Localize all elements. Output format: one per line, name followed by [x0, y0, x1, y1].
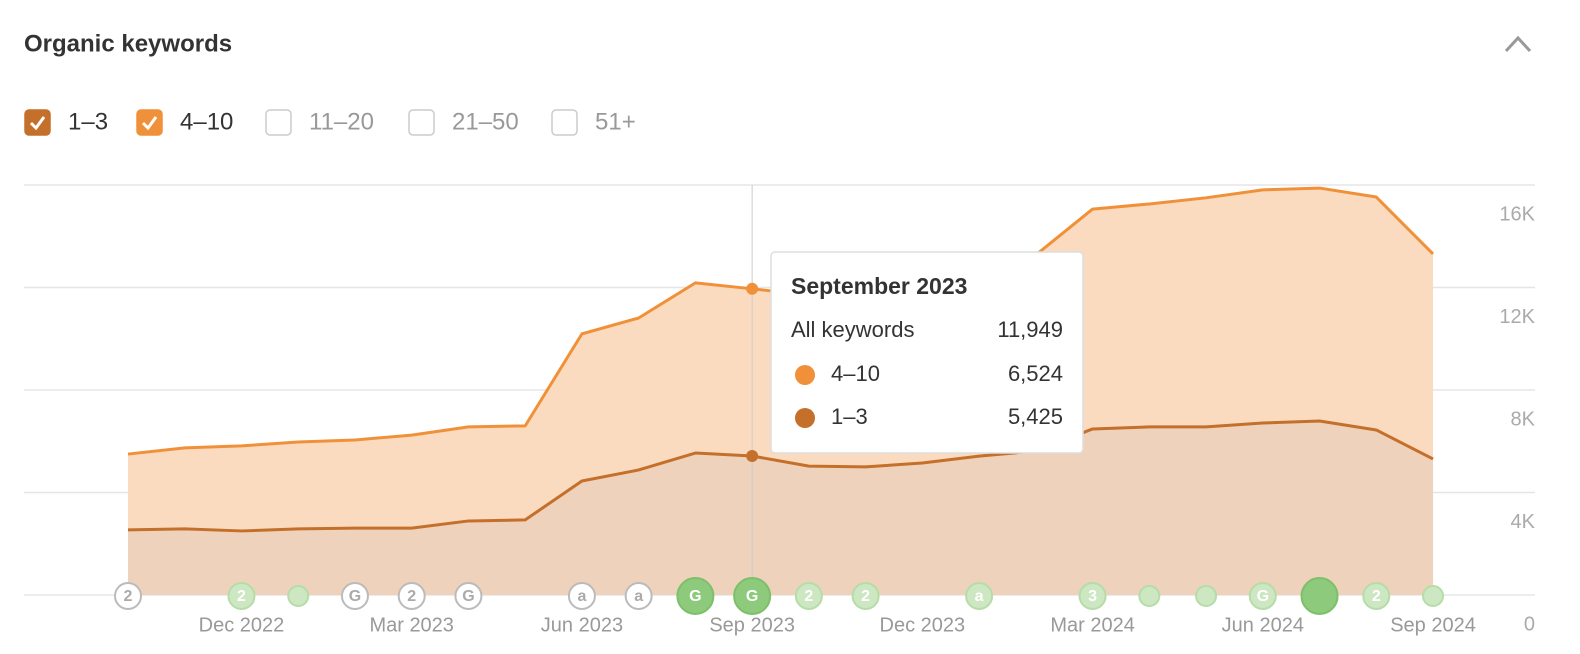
- widget-title: Organic keywords: [24, 30, 232, 57]
- x-tick-label: Dec 2023: [880, 614, 966, 636]
- event-marker[interactable]: [1138, 585, 1161, 607]
- event-label: 2: [861, 588, 870, 605]
- tooltip: September 2023 All keywords 11,949 4–10 6,52…: [770, 251, 1084, 454]
- event-marker[interactable]: [1078, 582, 1107, 610]
- event-marker[interactable]: [227, 582, 256, 610]
- event-label: 2: [237, 588, 246, 605]
- event-label: 2: [804, 588, 813, 605]
- collapse-button[interactable]: [1504, 35, 1532, 53]
- check-mark: [141, 116, 158, 131]
- legend-label: 11–20: [309, 108, 374, 135]
- event-marker[interactable]: [287, 585, 310, 607]
- event-label: a: [577, 588, 586, 605]
- y-tick-label: 16K: [1499, 203, 1535, 225]
- legend-label: 51+: [595, 108, 636, 135]
- tooltip-series-name: 1–3: [831, 404, 868, 429]
- event-marker[interactable]: [1362, 582, 1391, 610]
- event-marker[interactable]: [676, 577, 715, 615]
- event-marker[interactable]: [454, 582, 483, 610]
- event-label: G: [349, 588, 361, 605]
- event-marker[interactable]: [1300, 577, 1339, 615]
- tooltip-total-label: All keywords: [791, 317, 914, 342]
- hover-dot: [746, 449, 759, 462]
- legend-label: 21–50: [452, 108, 519, 135]
- event-marker[interactable]: [567, 582, 596, 610]
- event-marker[interactable]: [1195, 585, 1218, 607]
- tooltip-series-value: 5,425: [1008, 404, 1063, 429]
- legend-label: 4–10: [180, 108, 233, 135]
- tooltip-series-name: 4–10: [831, 361, 880, 386]
- event-label: G: [1257, 588, 1269, 605]
- event-marker[interactable]: [794, 582, 823, 610]
- event-marker[interactable]: [114, 582, 142, 610]
- x-tick-label: Jun 2023: [541, 614, 623, 636]
- y-tick-label: 0: [1524, 613, 1535, 635]
- tooltip-swatch: [795, 365, 815, 385]
- y-tick-label: 4K: [1511, 511, 1536, 533]
- x-tick-label: Sep 2023: [709, 614, 795, 636]
- event-marker[interactable]: [965, 582, 994, 610]
- tooltip-swatch: [795, 408, 815, 428]
- event-label: a: [975, 588, 984, 605]
- event-marker[interactable]: [1248, 582, 1277, 610]
- event-label: G: [746, 588, 758, 605]
- event-marker[interactable]: [397, 582, 426, 610]
- event-marker[interactable]: [624, 582, 653, 610]
- event-marker[interactable]: [851, 582, 880, 610]
- x-tick-label: Mar 2024: [1050, 614, 1135, 636]
- legend-checkbox[interactable]: [265, 109, 292, 136]
- x-tick-label: Mar 2023: [369, 614, 454, 636]
- event-label: G: [462, 588, 474, 605]
- event-marker[interactable]: [733, 577, 772, 615]
- legend-checkbox[interactable]: [24, 109, 51, 136]
- check-mark: [29, 116, 46, 131]
- line: [127, 419, 1434, 533]
- event-label: a: [634, 588, 643, 605]
- legend-label: 1–3: [68, 108, 108, 135]
- area: [128, 421, 1434, 595]
- tooltip-series-value: 6,524: [1008, 361, 1063, 386]
- event-label: 2: [1372, 588, 1381, 605]
- legend-checkbox[interactable]: [136, 109, 163, 136]
- event-label: G: [689, 588, 701, 605]
- x-tick-label: Dec 2022: [199, 614, 285, 636]
- legend-checkbox[interactable]: [551, 109, 578, 136]
- event-label: 2: [124, 588, 133, 605]
- y-tick-label: 12K: [1499, 306, 1535, 328]
- event-marker[interactable]: [340, 582, 369, 610]
- y-tick-label: 8K: [1511, 408, 1536, 430]
- event-label: 2: [407, 588, 416, 605]
- legend-checkbox[interactable]: [408, 109, 435, 136]
- tooltip-total: 11,949: [997, 317, 1063, 342]
- hover-dot: [746, 282, 759, 295]
- event-label: 3: [1088, 588, 1097, 605]
- tooltip-box: [770, 251, 1084, 454]
- x-tick-label: Jun 2024: [1222, 614, 1304, 636]
- event-marker[interactable]: [1422, 585, 1445, 607]
- tooltip-title: September 2023: [791, 273, 967, 299]
- x-tick-label: Sep 2024: [1390, 614, 1476, 636]
